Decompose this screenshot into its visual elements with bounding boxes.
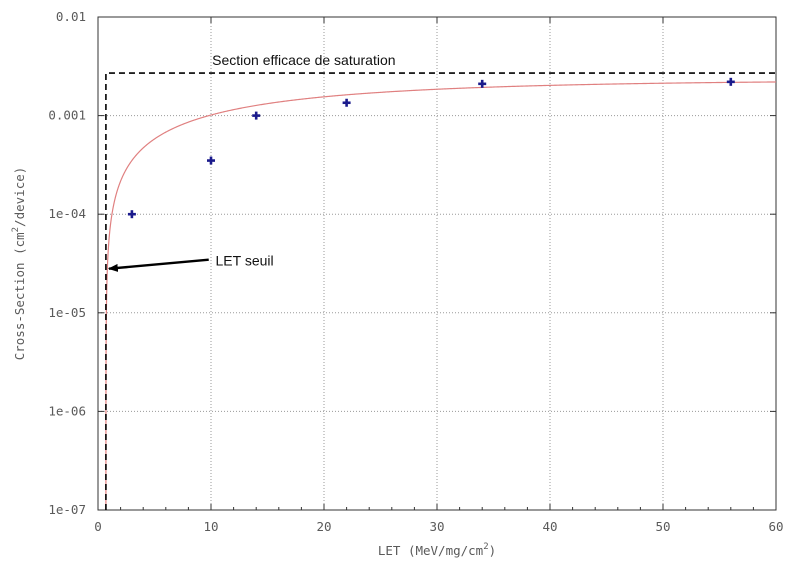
x-tick-label: 10 (203, 519, 218, 534)
data-point (252, 111, 261, 120)
saturation-threshold-dashed-line (105, 72, 776, 510)
data-point (207, 156, 215, 165)
data-point (342, 98, 351, 107)
saturation-annotation: Section efficace de saturation (212, 52, 395, 68)
annotation-layer (105, 72, 776, 510)
y-tick-label: 0.001 (48, 108, 86, 123)
data-point (726, 77, 735, 86)
y-tick-label: 1e-06 (48, 403, 86, 418)
y-axis-label-end: /device) (12, 167, 27, 227)
data-point (127, 210, 136, 219)
x-axis-label-main: LET (MeV/mg/cm (378, 543, 483, 558)
fit-curve (105, 81, 777, 511)
y-tick-label: 1e-04 (48, 206, 86, 221)
x-tick-label: 60 (768, 519, 783, 534)
axis-ticks: 0 10 20 30 40 50 60 1e-07 1e-06 1e-05 1e-04 0.001 0.… (48, 9, 783, 534)
x-tick-label: 40 (542, 519, 557, 534)
data-point (478, 79, 487, 88)
x-axis-label-sup: 2 (483, 542, 488, 552)
x-tick-label: 20 (316, 519, 331, 534)
threshold-arrow (107, 258, 209, 272)
y-tick-label: 0.01 (56, 9, 86, 24)
fit-curve-layer (105, 81, 777, 511)
threshold-annotation: LET seuil (216, 253, 274, 269)
y-axis-label: Cross-Section (cm2/device) (11, 167, 27, 361)
y-axis-label-sup: 2 (11, 227, 21, 232)
y-axis-label-main: Cross-Section (cm (12, 232, 27, 360)
x-axis-label-end: ) (489, 543, 497, 558)
x-tick-label: 0 (94, 519, 102, 534)
grid (98, 17, 776, 510)
x-axis-label: LET (MeV/mg/cm2) (378, 542, 496, 558)
y-tick-label: 1e-05 (48, 305, 86, 320)
x-tick-label: 30 (429, 519, 444, 534)
x-tick-label: 50 (655, 519, 670, 534)
y-tick-label: 1e-07 (48, 502, 86, 517)
data-points (127, 77, 735, 219)
